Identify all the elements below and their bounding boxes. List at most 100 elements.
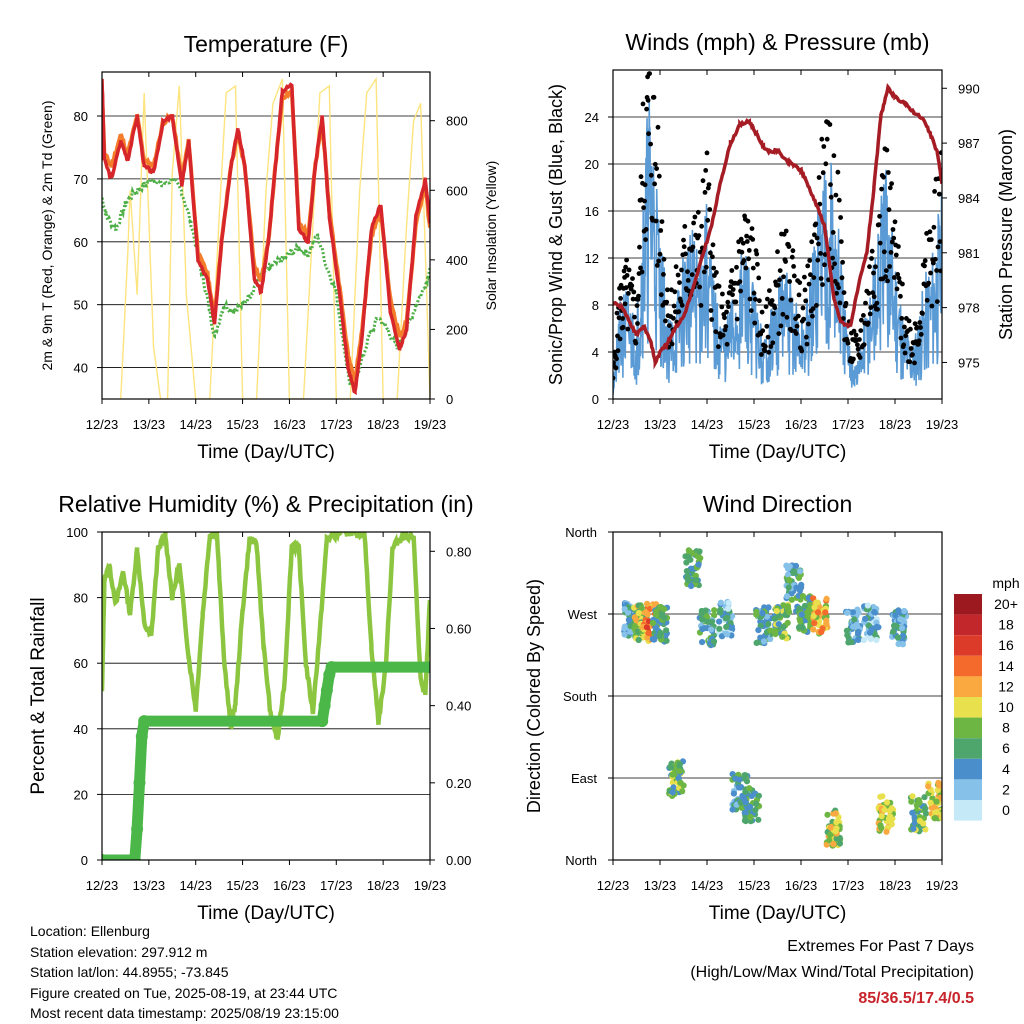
gust-point — [918, 325, 923, 330]
direction-point — [801, 602, 809, 609]
xtick-label: 17/23 — [832, 878, 865, 893]
gust-point — [751, 290, 757, 296]
ytick-label: 70 — [74, 172, 88, 187]
gust-point — [907, 359, 913, 365]
xtick-label: 16/23 — [273, 417, 306, 432]
direction-point — [832, 828, 839, 835]
direction-point — [717, 599, 725, 606]
ytick-label: 40 — [74, 361, 88, 376]
gust-point — [837, 300, 843, 306]
direction-point — [810, 612, 817, 620]
gust-point — [885, 170, 891, 175]
gust-point — [857, 337, 862, 342]
xtick-label: 18/23 — [879, 417, 912, 432]
gust-point — [740, 240, 746, 246]
direction-point — [711, 612, 718, 619]
gust-point — [620, 324, 626, 330]
gust-point — [899, 316, 905, 321]
gust-point — [776, 331, 782, 336]
xtick-label: 13/23 — [133, 417, 166, 432]
gust-point — [648, 141, 653, 147]
gust-point — [656, 173, 662, 179]
xtick-label: 16/23 — [785, 417, 818, 432]
direction-point — [899, 632, 907, 639]
gust-point — [809, 239, 815, 245]
direction-point — [621, 631, 628, 638]
gust-point — [855, 342, 860, 348]
gust-point — [771, 311, 776, 316]
direction-point — [710, 638, 718, 645]
gust-point — [876, 222, 882, 228]
direction-point — [763, 613, 771, 620]
ytick-label: 4 — [592, 345, 599, 360]
gust-point — [805, 263, 811, 269]
pressure-line — [613, 83, 942, 370]
created-text: Figure created on Tue, 2025-08-19, at 23… — [30, 984, 338, 1001]
direction-point — [723, 623, 730, 631]
gust-point — [875, 306, 880, 312]
gust-point — [623, 285, 629, 291]
gust-point — [896, 244, 901, 249]
gust-point — [754, 251, 760, 257]
t9m-line — [102, 87, 430, 389]
gust-point — [893, 252, 899, 258]
gust-point — [621, 268, 627, 274]
gust-point — [661, 256, 667, 262]
gust-point — [719, 304, 725, 310]
gust-point — [759, 309, 765, 315]
gust-point — [917, 320, 923, 325]
direction-point — [732, 775, 739, 782]
gust-point — [679, 302, 685, 308]
gust-point — [803, 298, 809, 304]
direction-point — [685, 553, 692, 561]
colorbar-label: 16 — [998, 637, 1014, 653]
gust-point — [658, 292, 664, 298]
gust-point — [861, 342, 867, 348]
gust-point — [737, 279, 743, 284]
ytick-label: 24 — [585, 110, 599, 125]
extremes-subtitle: (High/Low/Max Wind/Total Precipitation) — [690, 964, 974, 981]
direction-point — [823, 595, 830, 603]
y2tick-label: 0.40 — [446, 699, 471, 714]
direction-point — [897, 616, 904, 623]
gust-point — [924, 297, 930, 303]
xtick-label: 18/23 — [879, 878, 912, 893]
ytick-label: 100 — [66, 525, 88, 540]
gust-point — [894, 286, 900, 292]
gust-point — [738, 288, 743, 294]
y2tick-label: 984 — [958, 191, 980, 206]
gust-point — [669, 341, 675, 347]
direction-point — [908, 798, 915, 805]
panel-1: 40 50 60 70 80 12/23 13/23 14/23 15/23 16/23 17/23… — [39, 31, 499, 463]
colorbar: mph 20+ 18 16 14 12 10 8 6 4 2 0 — [954, 575, 1020, 821]
ytick-label: 80 — [74, 109, 88, 124]
plot-border — [101, 71, 431, 400]
gust-point — [703, 168, 709, 173]
gust-point — [832, 261, 837, 267]
gust-point — [653, 218, 659, 224]
gust-point — [691, 220, 696, 226]
gust-point — [657, 251, 663, 257]
gust-point — [822, 252, 828, 257]
xtick-label: 12/23 — [86, 417, 119, 432]
direction-point — [783, 593, 791, 600]
direction-point — [849, 609, 857, 616]
colorbar-swatch — [954, 655, 982, 677]
gust-point — [615, 348, 621, 354]
direction-point — [638, 604, 645, 612]
location-text: Location: Ellenburg — [30, 923, 150, 939]
colorbar-label: 6 — [1002, 740, 1010, 756]
direction-point — [901, 607, 908, 615]
direction-point — [899, 625, 906, 632]
direction-point — [788, 590, 795, 597]
gust-point — [887, 264, 892, 269]
gust-point — [734, 264, 739, 270]
ytick-label: North — [565, 525, 597, 540]
y2-axis-label: Station Pressure (Maroon) — [996, 129, 1016, 340]
direction-point — [797, 568, 804, 575]
gust-point — [681, 237, 686, 243]
gust-point — [644, 106, 649, 112]
gust-point — [787, 279, 792, 284]
gust-point — [617, 336, 623, 342]
colorbar-label: 4 — [1002, 761, 1010, 777]
